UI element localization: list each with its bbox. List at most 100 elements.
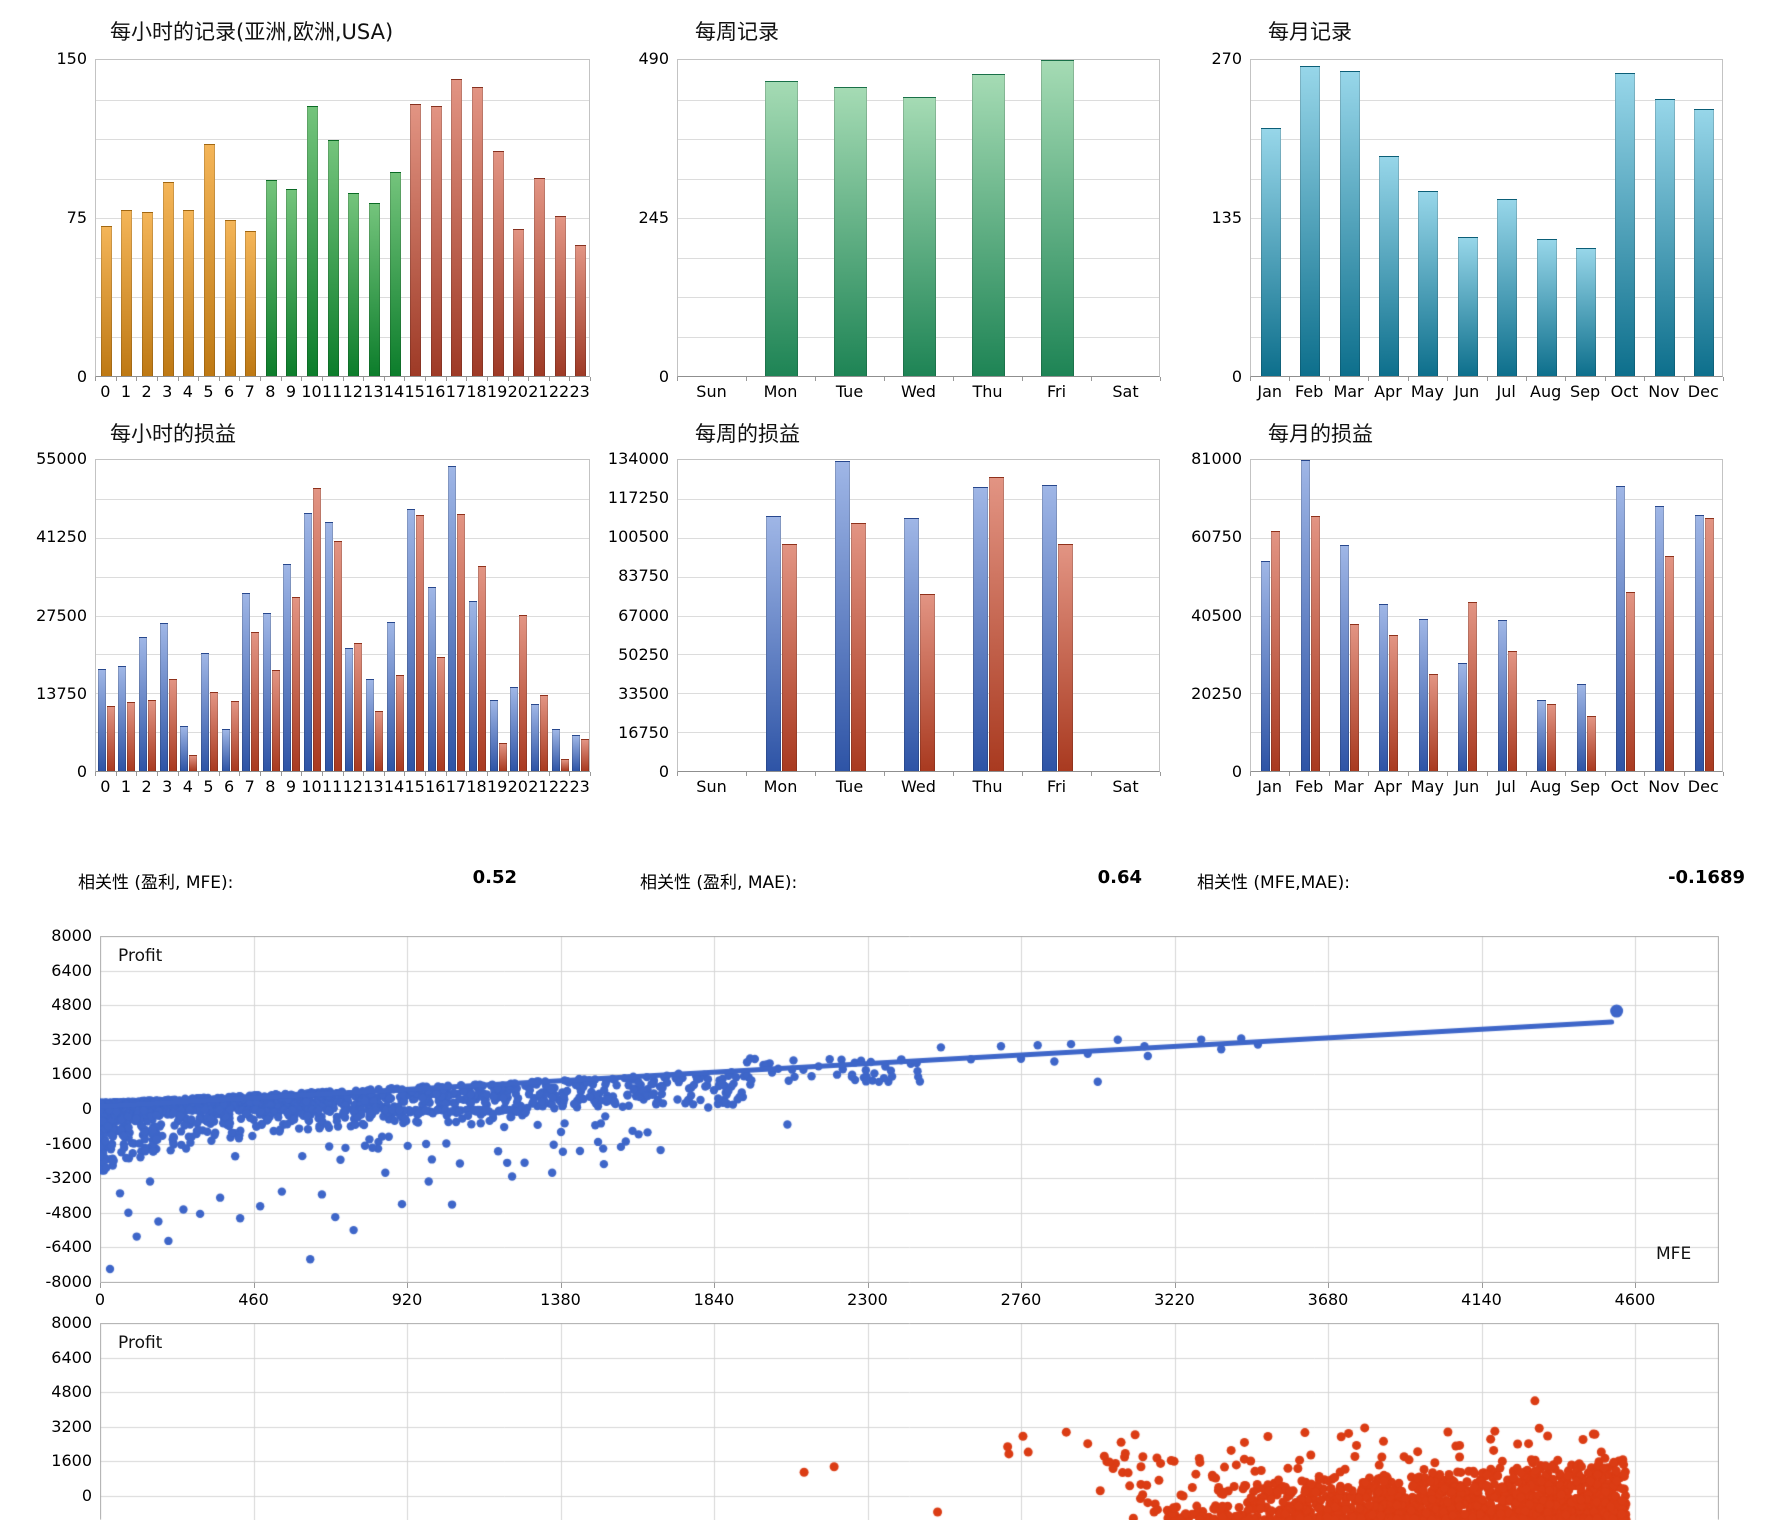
x-tick-label: Thu: [972, 777, 1003, 796]
axis-tick: [1565, 772, 1566, 776]
bar: [142, 212, 154, 376]
weekly-pnl-title: 每周的损益: [695, 422, 800, 446]
bar: [292, 597, 301, 771]
x-tick-label: 20: [507, 777, 528, 796]
bar: [121, 210, 133, 376]
x-tick-label: 2: [141, 382, 152, 401]
x-tick-label: Jul: [1496, 382, 1516, 401]
bar: [333, 541, 342, 771]
axis-tick: [1644, 772, 1645, 776]
axis-tick: [746, 772, 747, 776]
axis-tick: [1635, 1283, 1636, 1288]
x-tick-label: 12: [342, 777, 363, 796]
axis-tick: [561, 1283, 562, 1288]
axis-tick: [157, 377, 158, 381]
bar: [904, 518, 919, 771]
axis-tick: [1605, 772, 1606, 776]
bar: [1300, 460, 1310, 771]
bar: [1704, 518, 1714, 771]
y-tick-label: 134000: [607, 449, 669, 468]
axis-tick: [281, 772, 282, 776]
axis-tick: [714, 1283, 715, 1288]
bar: [365, 679, 374, 771]
bar: [427, 587, 436, 771]
axis-tick: [198, 377, 199, 381]
x-tick-label: 920: [391, 1290, 423, 1309]
x-tick-label: 8: [265, 777, 276, 796]
x-tick-label: 3680: [1307, 1290, 1349, 1309]
axis-tick: [254, 1283, 255, 1288]
weekly-pnl-chart: [677, 459, 1160, 772]
bar: [251, 632, 260, 771]
x-tick-label: Feb: [1294, 777, 1324, 796]
x-tick-label: 15: [404, 777, 425, 796]
x-tick-label: 2760: [1000, 1290, 1042, 1309]
x-tick-label: 9: [285, 777, 297, 796]
bar: [1378, 156, 1399, 376]
bar: [1458, 663, 1468, 771]
x-tick-label: Oct: [1610, 777, 1639, 796]
x-tick-label: 21: [528, 777, 549, 796]
axis-tick: [1368, 377, 1369, 381]
y-tick-label: 3200: [51, 1029, 92, 1049]
x-tick-label: Feb: [1294, 382, 1324, 401]
y-tick-label: 60750: [1191, 527, 1242, 547]
x-tick-label: 23: [569, 777, 590, 796]
axis-tick: [1408, 377, 1409, 381]
axis-tick: [815, 772, 816, 776]
axis-tick: [549, 377, 550, 381]
x-tick-label: 0: [100, 382, 111, 401]
x-tick-label: 5: [203, 382, 214, 401]
axis-tick: [1644, 377, 1645, 381]
x-tick-label: 1840: [693, 1290, 735, 1309]
gridline: [96, 139, 589, 140]
x-tick-label: 13: [363, 382, 384, 401]
bar: [97, 669, 106, 771]
x-tick-label: 16: [425, 382, 446, 401]
x-tick-label: 10: [301, 777, 322, 796]
gridline: [96, 297, 589, 298]
y-tick-label: 1600: [51, 1064, 92, 1084]
bar: [1260, 128, 1281, 376]
y-tick-label: 0: [81, 1486, 92, 1505]
x-tick-label: Fri: [1046, 777, 1067, 796]
bar: [242, 593, 251, 771]
x-tick-label: Sat: [1112, 777, 1139, 796]
y-tick-label: 4800: [51, 1382, 92, 1402]
axis-tick: [1723, 377, 1724, 381]
bar: [430, 106, 442, 376]
bar: [1654, 99, 1675, 376]
bar: [1536, 239, 1557, 376]
axis-tick: [1022, 772, 1023, 776]
x-tick-label: 17: [445, 382, 467, 401]
bar: [106, 706, 115, 771]
y-tick-label: 6400: [51, 960, 92, 980]
gridline: [96, 615, 589, 617]
axis-tick: [301, 772, 302, 776]
axis-tick: [178, 377, 179, 381]
gridline: [1251, 498, 1722, 500]
bar: [416, 515, 425, 771]
bar: [554, 216, 566, 376]
bar: [1615, 486, 1625, 771]
axis-tick: [569, 377, 570, 381]
hourly-pnl-title: 每小时的损益: [110, 422, 236, 446]
bar: [1261, 561, 1271, 771]
bar: [1041, 60, 1074, 376]
axis-tick: [157, 772, 158, 776]
gridline: [1251, 99, 1722, 101]
axis-tick: [868, 1283, 869, 1288]
x-tick-label: Oct: [1610, 382, 1639, 401]
x-tick-label: 12: [342, 382, 363, 401]
axis-tick: [404, 377, 405, 381]
axis-tick: [1328, 1283, 1329, 1288]
gridline: [1251, 615, 1722, 617]
y-tick-label: 135: [1211, 208, 1242, 227]
axis-tick: [590, 772, 591, 776]
x-tick-label: Tue: [835, 777, 864, 796]
x-tick-label: Mon: [763, 382, 798, 401]
bar: [765, 81, 798, 376]
axis-tick: [322, 772, 323, 776]
gridline: [1251, 297, 1722, 298]
